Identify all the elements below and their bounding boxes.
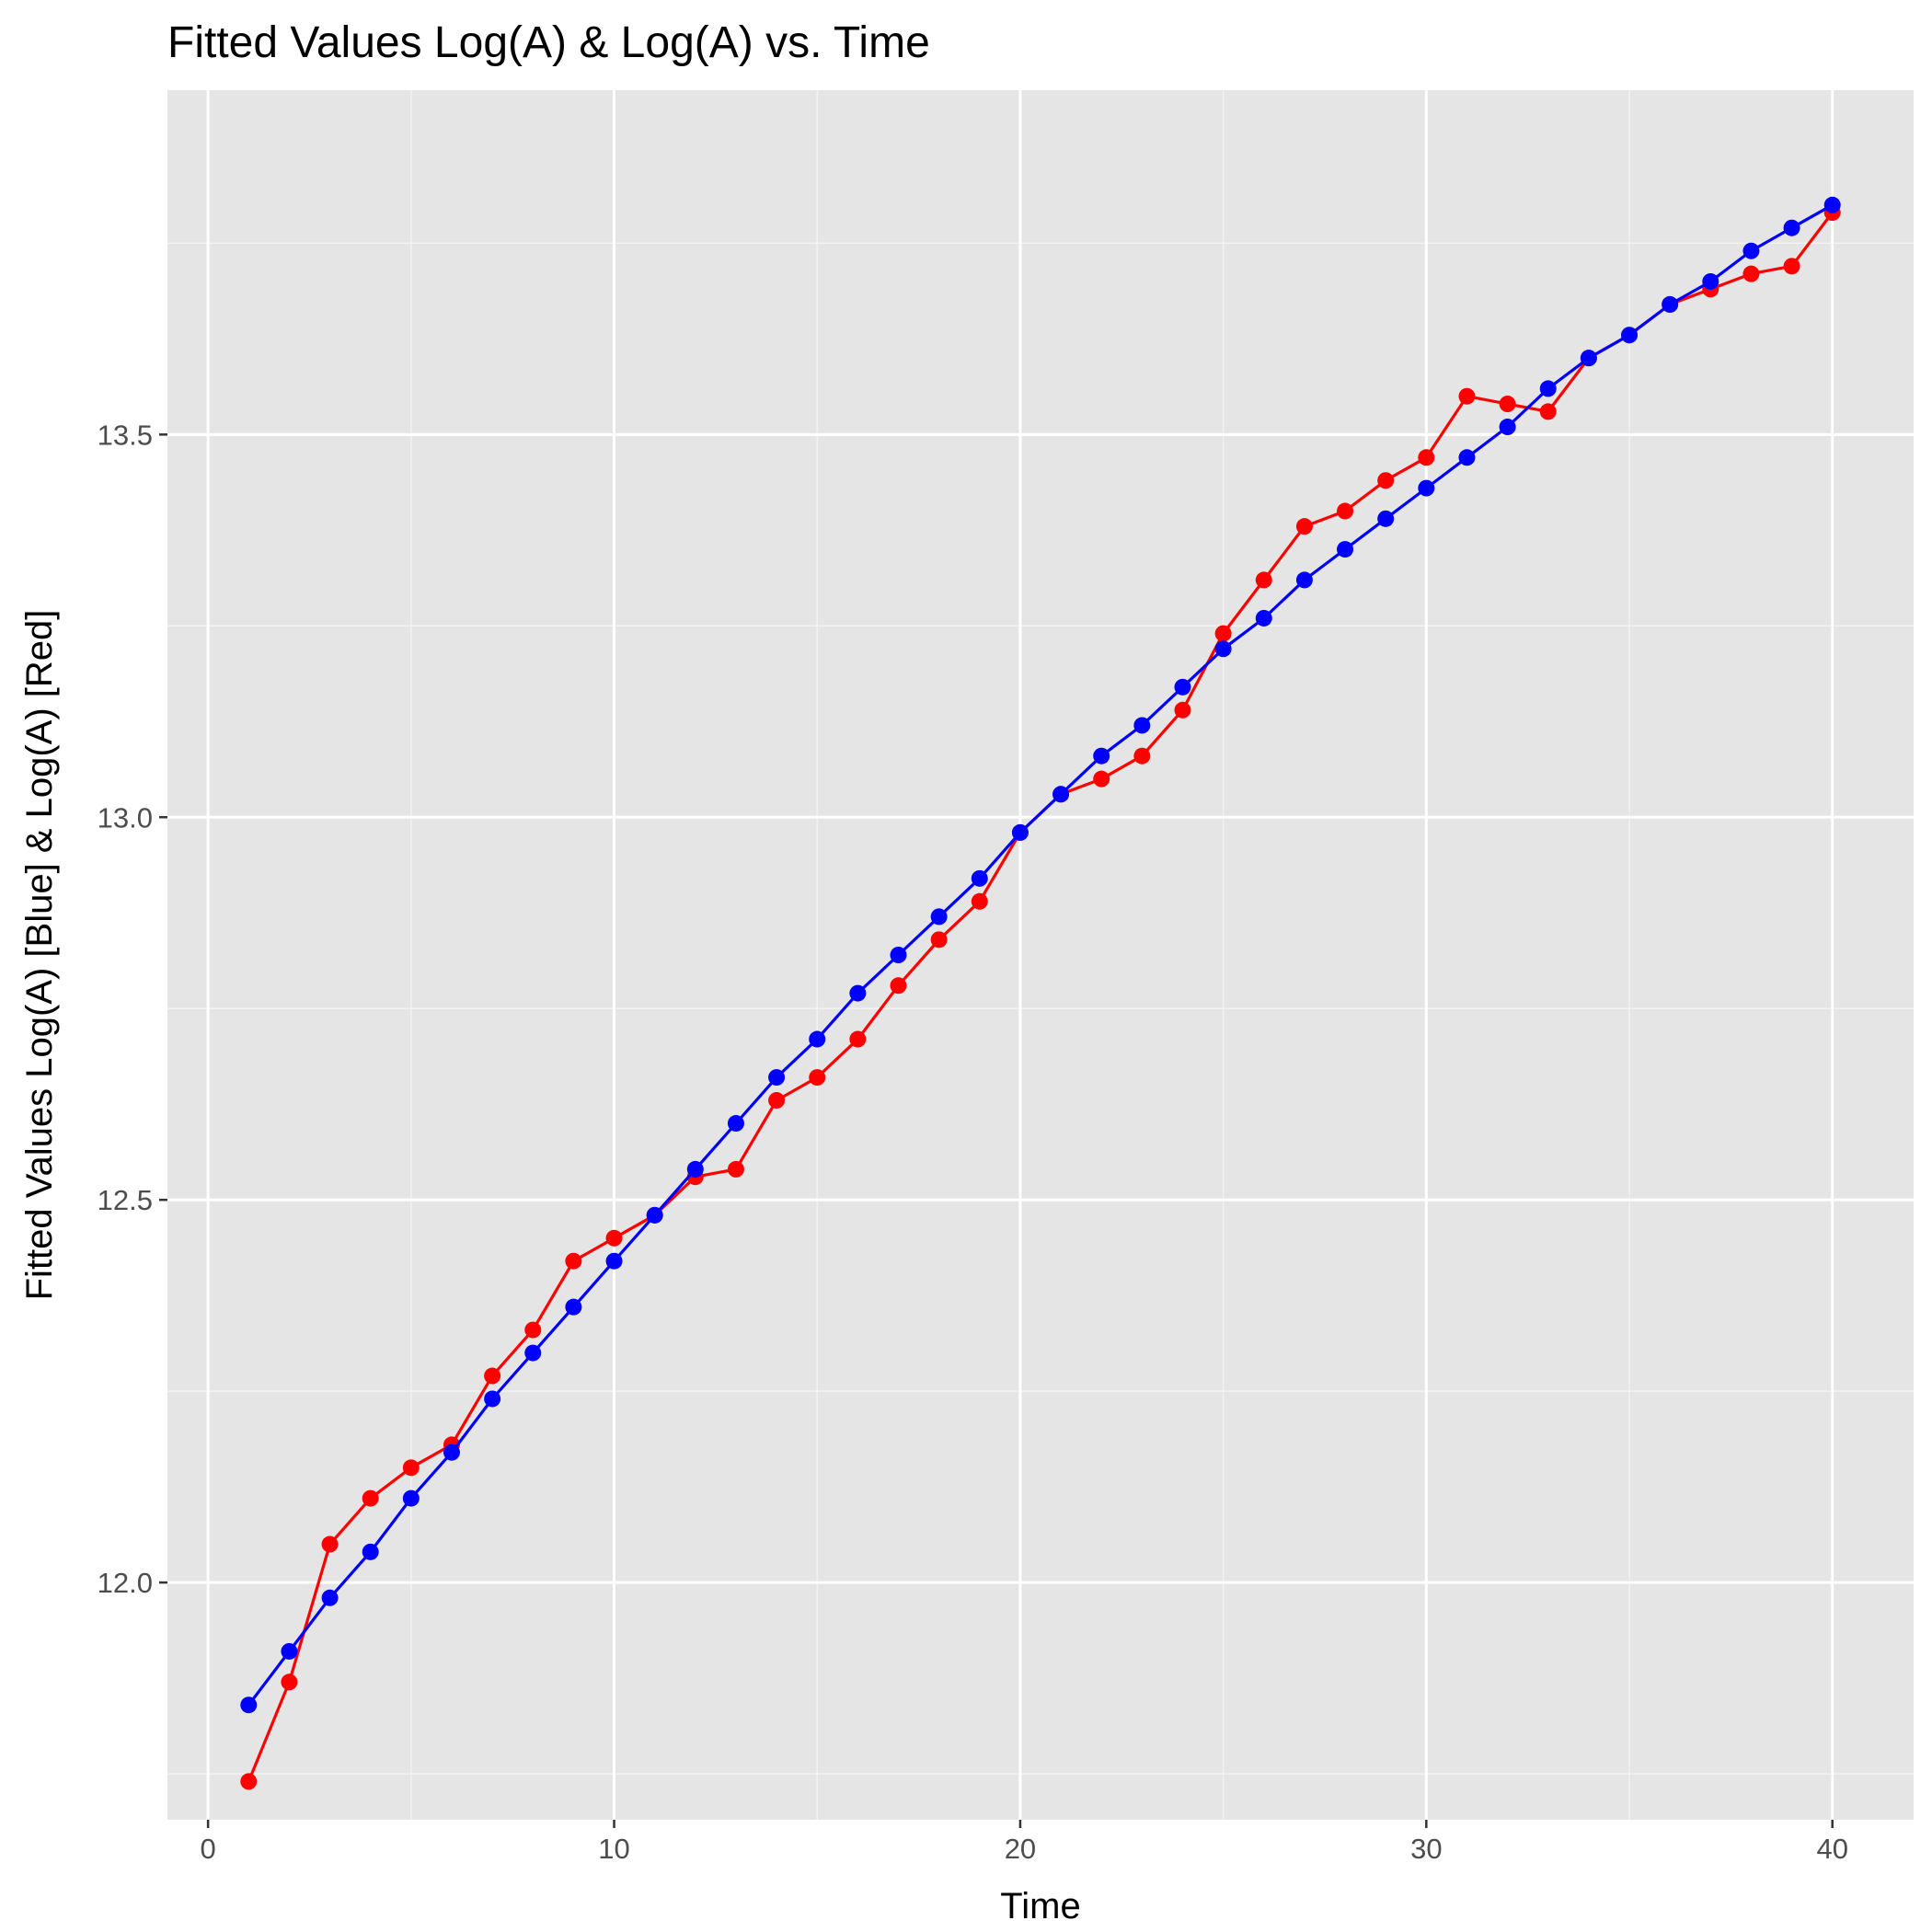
series-2-point [565, 1298, 582, 1316]
series-2-point [1214, 640, 1232, 658]
series-2-point [768, 1069, 786, 1087]
series-2-point [1377, 510, 1395, 527]
series-2-point [809, 1030, 826, 1048]
series-1-point [1742, 265, 1760, 282]
series-2-point [849, 984, 867, 1002]
series-1-point [605, 1229, 623, 1247]
series-2-point [1580, 350, 1597, 367]
series-2-point [890, 947, 907, 963]
series-2-point [1255, 609, 1272, 627]
series-2-point [1337, 541, 1354, 558]
series-2-point [443, 1443, 460, 1461]
x-axis-title: Time [1000, 1886, 1080, 1926]
series-1-point [402, 1459, 420, 1477]
series-2-point [1295, 571, 1313, 589]
series-1-point [930, 931, 948, 949]
y-axis-title: Fitted Values Log(A) [Blue] & Log(A) [Re… [19, 610, 60, 1301]
series-2-point [971, 869, 988, 887]
series-1-point [281, 1673, 298, 1691]
series-1-point [768, 1092, 786, 1110]
series-1-point [1093, 770, 1110, 788]
series-1-point [1255, 571, 1272, 589]
series-1-point [809, 1069, 826, 1087]
x-tick-label: 10 [598, 1833, 629, 1865]
series-2-point [524, 1344, 542, 1362]
series-2-point [1702, 272, 1719, 290]
series-2-point [646, 1206, 663, 1224]
y-tick-label: 12.0 [98, 1567, 153, 1599]
series-2-point [1052, 786, 1070, 803]
series-2-point [484, 1390, 501, 1408]
x-axis: 0 10 20 30 40 [201, 1820, 1848, 1865]
series-2-point [686, 1160, 704, 1178]
series-1-point [240, 1773, 258, 1790]
x-tick-label: 30 [1410, 1833, 1442, 1865]
x-tick-label: 0 [201, 1833, 216, 1865]
series-2-point [1458, 449, 1476, 466]
y-axis: 12.0 12.5 13.0 13.5 [98, 419, 167, 1599]
series-1-point [1783, 258, 1800, 275]
series-1-point [1133, 747, 1151, 765]
series-1-point [1458, 387, 1476, 405]
series-2-point [930, 908, 948, 926]
series-2-point [402, 1489, 420, 1507]
series-1-point [849, 1030, 867, 1048]
series-1-point [321, 1535, 339, 1553]
minor-gridlines [167, 90, 1914, 1820]
series-2-point [605, 1252, 623, 1270]
series-2-point [1662, 295, 1679, 313]
series-2-point [362, 1543, 379, 1560]
y-tick-label: 13.0 [98, 801, 153, 834]
series-2-point [1621, 327, 1639, 344]
series-1-point [484, 1367, 501, 1385]
series-2-point [281, 1642, 298, 1660]
series-1-point [971, 892, 988, 910]
series-1-point [1539, 403, 1557, 420]
series-1-point [1377, 472, 1395, 489]
series-2-point [727, 1115, 744, 1133]
series-1-point [1214, 625, 1232, 642]
series-2-point [1011, 823, 1029, 841]
chart-title: Fitted Values Log(A) & Log(A) vs. Time [167, 18, 930, 67]
series-2-point [1783, 219, 1800, 236]
series-2-point [1499, 419, 1516, 436]
y-tick-label: 13.5 [98, 419, 153, 451]
series-1-point [362, 1489, 379, 1507]
series-1-point [1499, 396, 1516, 413]
series-2-point [1823, 196, 1841, 213]
series-1-point [1418, 449, 1435, 466]
y-tick-label: 12.5 [98, 1184, 153, 1216]
x-tick-label: 20 [1005, 1833, 1036, 1865]
series-1-point [524, 1321, 542, 1339]
series-2-point [1418, 479, 1435, 497]
series-2-point [1174, 678, 1191, 696]
x-tick-label: 40 [1816, 1833, 1847, 1865]
plot-panel [167, 90, 1914, 1820]
series-2-point [1539, 380, 1557, 397]
series-1-point [1174, 701, 1191, 719]
series-2-point [321, 1589, 339, 1606]
series-1-point [565, 1252, 582, 1270]
series-2-point [1133, 717, 1151, 734]
series-layer [240, 196, 1841, 1790]
series-1-point [1337, 502, 1354, 520]
major-gridlines [167, 90, 1914, 1820]
series-line-2 [247, 203, 1834, 1707]
series-2-point [1093, 747, 1110, 765]
series-1-point [890, 977, 907, 995]
series-1-point [1295, 518, 1313, 535]
series-1-point [727, 1160, 744, 1178]
series-2-point [240, 1696, 258, 1714]
series-2-point [1742, 242, 1760, 259]
